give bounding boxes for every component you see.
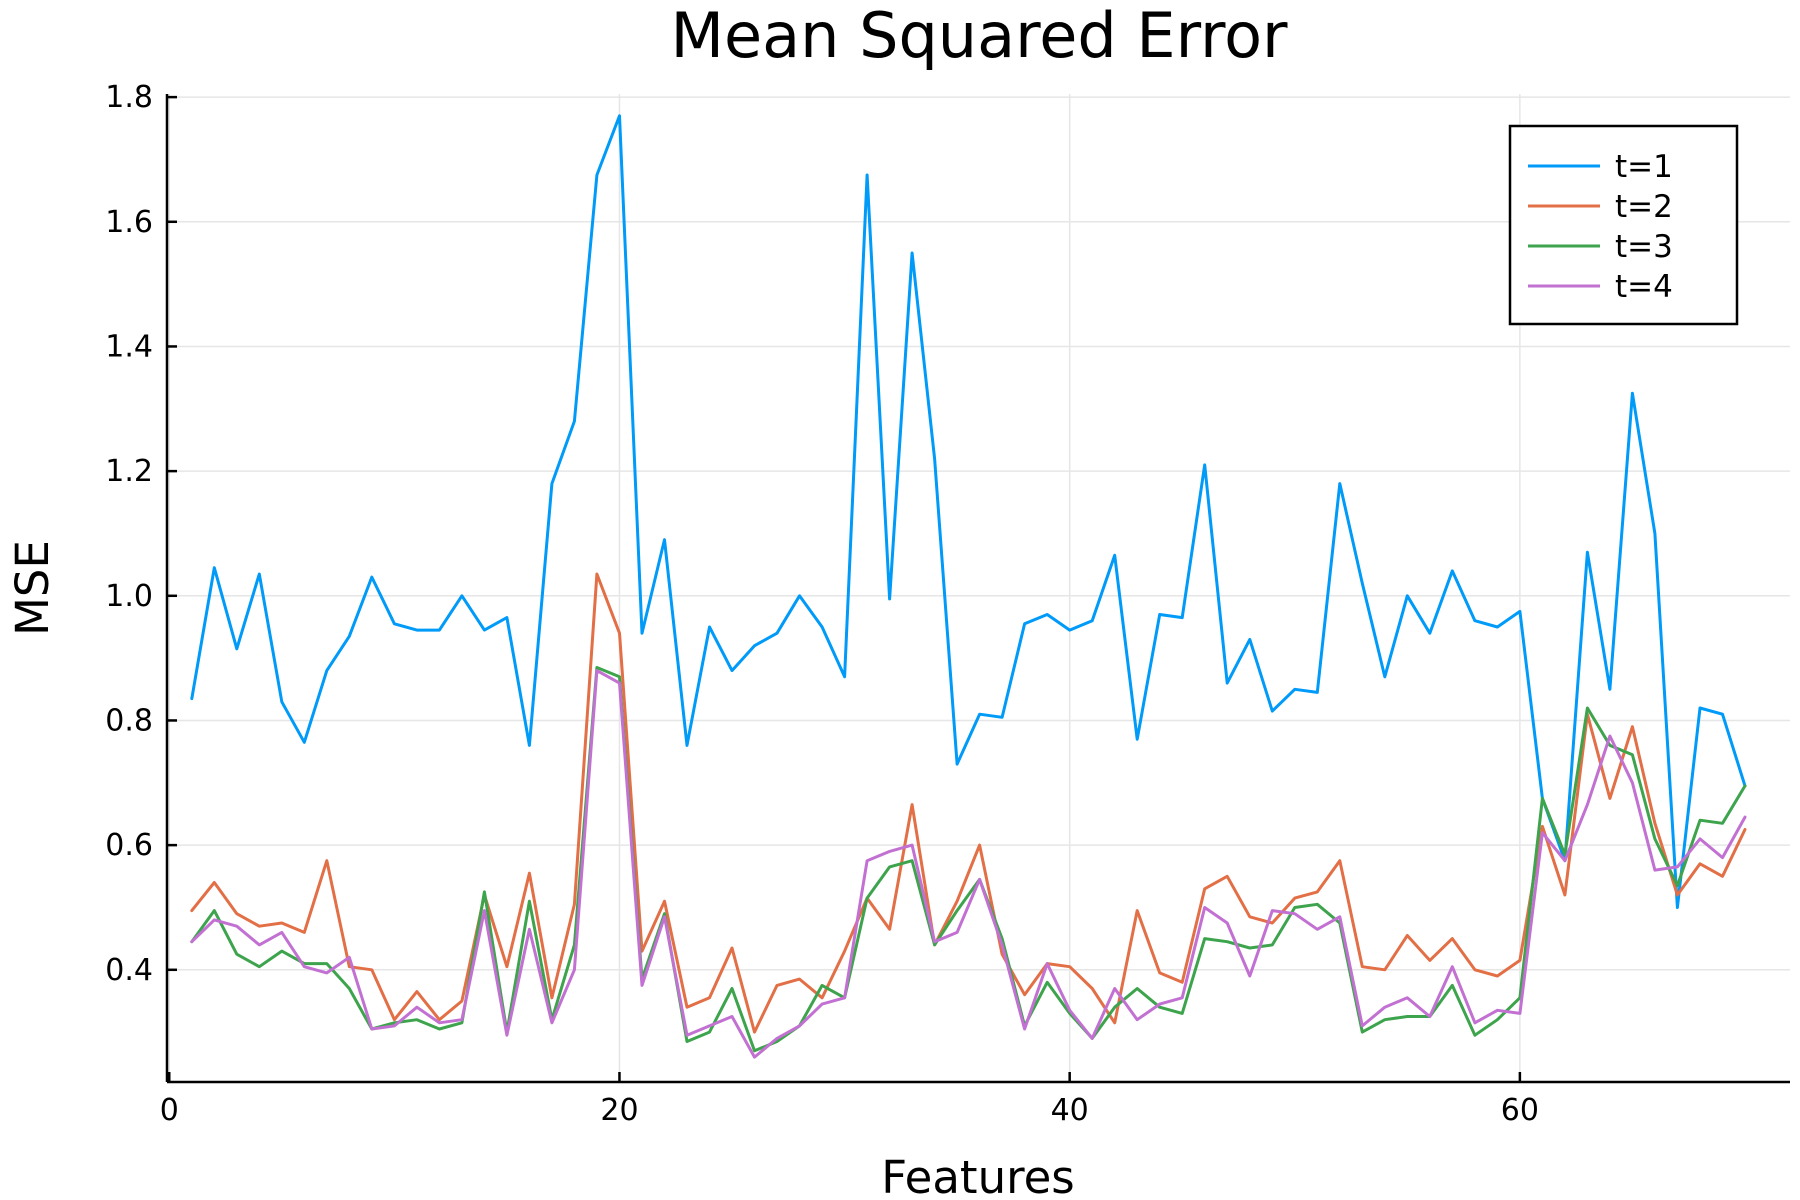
legend: t=1 t=2 t=3 t=4 bbox=[1508, 124, 1739, 326]
plot-series bbox=[190, 114, 1747, 1059]
series-line-t3 bbox=[190, 666, 1747, 1053]
x-tick-label: 60 bbox=[1501, 1093, 1539, 1128]
legend-label: t=4 bbox=[1615, 269, 1673, 305]
y-tick-label: 1.8 bbox=[105, 80, 153, 115]
x-tick-label: 0 bbox=[160, 1093, 179, 1128]
series-line-t1 bbox=[190, 114, 1747, 909]
y-tick-label: 1.6 bbox=[105, 205, 153, 240]
ticks: 0.4 0.6 0.8 1.0 1.2 1.4 1.6 1.8 0 20 40 60 bbox=[105, 80, 1539, 1128]
legend-label: t=2 bbox=[1615, 189, 1673, 225]
y-tick-label: 1.4 bbox=[105, 329, 153, 364]
x-tick-label: 40 bbox=[1051, 1093, 1089, 1128]
y-tick-label: 1.2 bbox=[105, 454, 153, 489]
series-line-t2 bbox=[190, 572, 1747, 1034]
series-line-t4 bbox=[190, 669, 1747, 1059]
y-tick-label: 0.8 bbox=[105, 703, 153, 738]
y-tick-label: 0.6 bbox=[105, 828, 153, 863]
legend-label: t=1 bbox=[1615, 149, 1673, 185]
x-tick-label: 20 bbox=[600, 1093, 638, 1128]
y-tick-label: 0.4 bbox=[105, 953, 153, 988]
x-axis-label: Features bbox=[881, 1151, 1075, 1200]
y-axis-label: MSE bbox=[6, 540, 59, 636]
legend-box bbox=[1508, 124, 1739, 326]
legend-label: t=3 bbox=[1615, 229, 1673, 265]
y-tick-label: 1.0 bbox=[105, 579, 153, 614]
chart-title: Mean Squared Error bbox=[670, 0, 1288, 72]
